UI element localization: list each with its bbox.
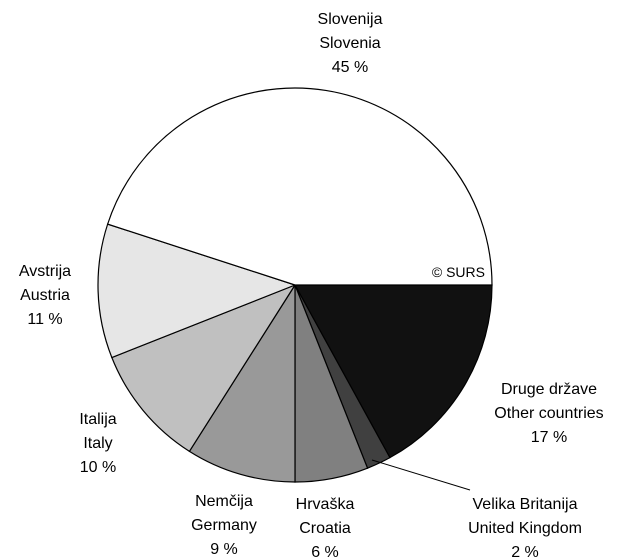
pie-slice: [188, 282, 296, 483]
slice-label: Croatia: [299, 520, 351, 537]
pie-slice: [97, 223, 297, 359]
value-label: 10 %: [80, 459, 116, 476]
value-label: 17 %: [531, 429, 567, 446]
slice-label: United Kingdom: [468, 520, 582, 537]
slice-label: Hrvaška: [296, 496, 355, 513]
slice-label: Other countries: [494, 405, 603, 422]
slice-label: Italija: [79, 411, 116, 428]
pie-slice: [111, 283, 297, 453]
annotation: © SURS: [432, 264, 485, 280]
slice-label: Velika Britanija: [473, 496, 578, 513]
slice-label: Slovenija: [318, 11, 383, 28]
slice-label: Germany: [191, 517, 257, 534]
slice-label: Nemčija: [195, 493, 253, 510]
value-label: 2 %: [511, 544, 539, 558]
slice-label: Avstrija: [19, 263, 71, 280]
value-label: 6 %: [311, 544, 339, 558]
slice-label: Druge države: [501, 381, 597, 398]
pie-slice: [293, 284, 493, 459]
slice-label: Austria: [20, 287, 70, 304]
value-label: 9 %: [210, 541, 238, 558]
value-label: 11 %: [27, 311, 62, 328]
slice-label: Slovenia: [319, 35, 380, 52]
value-label: 45 %: [332, 59, 368, 76]
leader-line: [371, 459, 471, 491]
pie-slice: [106, 87, 493, 286]
slice-label: Italy: [83, 435, 112, 452]
